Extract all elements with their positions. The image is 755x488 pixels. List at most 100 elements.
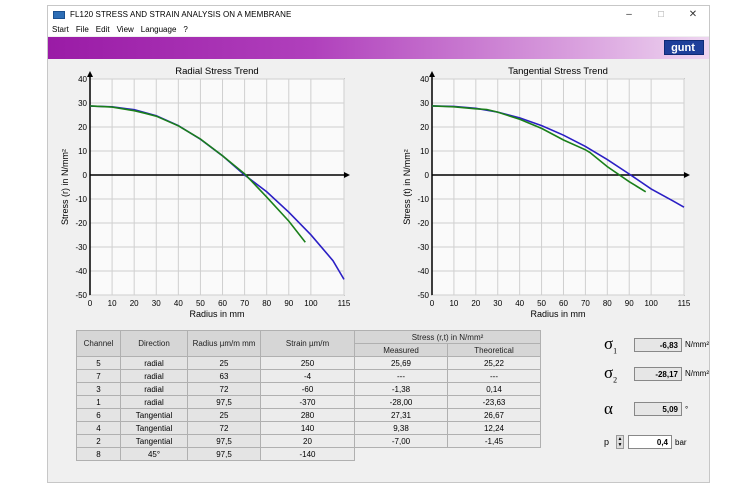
charts-area: 0 10 20 30 40 50 60 70 80 90 100 115403020100-10-20… — [60, 66, 691, 319]
y-tick-label: -50 — [417, 291, 429, 300]
window-controls: – ☐ ✕ — [613, 6, 709, 23]
menu-help[interactable]: ? — [183, 25, 188, 34]
minimize-button[interactable]: – — [626, 9, 632, 20]
sigma2-row: σ2 -28,17 N/mm² — [604, 363, 709, 384]
y-tick-label: -50 — [75, 291, 87, 300]
cell-theoretical: --- — [447, 369, 541, 383]
cell-measured: --- — [354, 369, 448, 383]
menu-edit[interactable]: Edit — [95, 25, 110, 34]
y-tick-label: 30 — [420, 99, 429, 108]
plot-area — [431, 78, 685, 296]
title-bar: FL120 STRESS AND STRAIN ANALYSIS ON A ME… — [48, 6, 709, 23]
cell-channel: 3 — [76, 382, 121, 396]
x-tick-label: 0 — [430, 299, 435, 308]
y-tick-label: 20 — [420, 123, 429, 132]
app-icon — [53, 10, 65, 19]
alpha-unit: ° — [685, 404, 689, 414]
cell-theoretical: 12,24 — [447, 421, 541, 435]
cell-radius: 72 — [187, 382, 261, 396]
cell-direction: Tangential — [120, 408, 188, 422]
cell-channel: 5 — [76, 356, 121, 370]
cell-theoretical: 0,14 — [447, 382, 541, 396]
menu-view[interactable]: View — [116, 25, 134, 34]
table-row: 2 Tangential 97,5 20 -7,00 -1,45 — [76, 434, 541, 448]
x-tick-label: 90 — [625, 299, 634, 308]
x-tick-label: 40 — [174, 299, 183, 308]
table-row: 8 45° 97,5 -140 — [76, 447, 541, 461]
menu-file[interactable]: File — [75, 25, 89, 34]
sigma1-value: -6,83 — [634, 337, 682, 352]
menu-start[interactable]: Start — [52, 25, 69, 34]
y-tick-label: 20 — [78, 123, 87, 132]
cell-strain: -140 — [260, 447, 355, 461]
cell-strain: 140 — [260, 421, 355, 435]
sigma1-symbol: σ1 — [604, 334, 618, 356]
cell-measured: 27,31 — [354, 408, 448, 422]
header-banner: gunt — [48, 37, 709, 59]
y-tick-label: 10 — [420, 147, 429, 156]
col-measured: Measured — [354, 343, 448, 357]
cell-measured: 25,69 — [354, 356, 448, 370]
x-tick-label: 0 — [88, 299, 93, 308]
y-tick-label: -20 — [417, 219, 429, 228]
x-tick-label: 80 — [603, 299, 612, 308]
cell-theoretical: 26,67 — [447, 408, 541, 422]
maximize-button[interactable]: ☐ — [657, 10, 665, 19]
x-tick-label: 10 — [449, 299, 458, 308]
y-tick-label: -30 — [417, 243, 429, 252]
x-tick-label: 100 — [304, 299, 318, 308]
gunt-logo: gunt — [664, 40, 704, 55]
close-button[interactable]: ✕ — [688, 9, 698, 20]
cell-radius: 97,5 — [187, 447, 261, 461]
y-tick-label: -10 — [417, 195, 429, 204]
pressure-label: p — [604, 437, 610, 447]
chart-title: Tangential Stress Trend — [508, 66, 608, 77]
menu-language[interactable]: Language — [140, 25, 177, 34]
x-axis-label: Radius in mm — [530, 309, 585, 319]
x-tick-label: 20 — [471, 299, 480, 308]
y-axis-label: Stress (t) in N/mm² — [402, 149, 412, 225]
x-tick-label: 60 — [559, 299, 568, 308]
cell-channel: 8 — [76, 447, 121, 461]
cell-channel: 7 — [76, 369, 121, 383]
x-tick-label: 50 — [196, 299, 205, 308]
sigma2-unit: N/mm² — [685, 369, 709, 379]
cell-channel: 2 — [76, 434, 121, 448]
menu-bar: Start File Edit View Language ? — [48, 23, 709, 36]
x-tick-label: 30 — [493, 299, 502, 308]
measured-line — [431, 105, 647, 193]
chart-title: Radial Stress Trend — [175, 66, 258, 77]
col-radius: Radius µm/m mm — [187, 330, 261, 357]
x-tick-label: 20 — [130, 299, 139, 308]
x-tick-label: 60 — [218, 299, 227, 308]
cell-direction: Tangential — [120, 421, 188, 435]
y-tick-label: 40 — [78, 75, 87, 84]
cell-measured: -1,38 — [354, 382, 448, 396]
cell-direction: radial — [120, 395, 188, 409]
pressure-input[interactable]: 0,4 — [628, 435, 672, 449]
table-row: 5 radial 25 250 25,69 25,22 — [76, 356, 541, 370]
y-tick-label: 0 — [425, 171, 430, 180]
cell-direction: radial — [120, 356, 188, 370]
sigma2-symbol: σ2 — [604, 363, 618, 385]
alpha-value: 5,09 — [634, 402, 682, 416]
y-axis-arrow — [429, 71, 435, 77]
x-tick-label: 115 — [338, 299, 351, 308]
table-row: 7 radial 63 -4 --- --- — [76, 369, 541, 383]
x-axis-label: Radius in mm — [189, 309, 244, 319]
cell-measured: 9,38 — [354, 421, 448, 435]
x-axis-arrow — [684, 172, 690, 178]
cell-theoretical: -23,63 — [447, 395, 541, 409]
y-tick-label: 10 — [78, 147, 87, 156]
x-tick-label: 100 — [644, 299, 658, 308]
table-row: 6 Tangential 25 280 27,31 26,67 — [76, 408, 541, 422]
cell-channel: 1 — [76, 395, 121, 409]
x-tick-label: 70 — [240, 299, 249, 308]
cell-radius: 25 — [187, 408, 261, 422]
col-direction: Direction — [120, 330, 188, 357]
x-tick-label: 10 — [108, 299, 117, 308]
pressure-spinner[interactable]: ▲ ▼ — [616, 435, 624, 449]
y-axis-label: Stress (r) in N/mm² — [60, 149, 70, 225]
y-tick-label: -10 — [75, 195, 87, 204]
col-channel: Channel — [76, 330, 121, 357]
